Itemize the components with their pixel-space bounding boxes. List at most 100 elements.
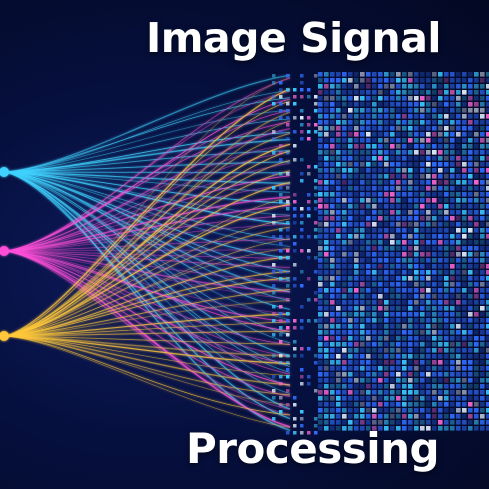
- pixel-cell: [414, 114, 419, 119]
- pixel-dot: [286, 375, 290, 379]
- pixel-cell: [390, 228, 395, 233]
- pixel-cell: [438, 390, 443, 395]
- pixel-cell: [396, 168, 401, 173]
- pixel-cell: [336, 270, 341, 275]
- pixel-cell: [450, 126, 455, 131]
- pixel-cell: [324, 270, 329, 275]
- pixel-cell: [486, 288, 489, 293]
- pixel-cell: [318, 114, 323, 119]
- pixel-cell: [414, 108, 419, 113]
- pixel-cell: [420, 96, 425, 101]
- pixel-cell: [366, 174, 371, 179]
- pixel-cell: [420, 324, 425, 329]
- pixel-cell: [450, 324, 455, 329]
- pixel-cell: [318, 102, 323, 107]
- pixel-cell: [444, 360, 449, 365]
- pixel-cell: [432, 414, 437, 419]
- pixel-dot: [300, 109, 304, 113]
- pixel-cell: [342, 294, 347, 299]
- pixel-cell: [318, 78, 323, 83]
- pixel-cell: [432, 288, 437, 293]
- stream-line: [5, 88, 291, 337]
- pixel-cell: [402, 342, 407, 347]
- pixel-cell: [318, 384, 323, 389]
- pixel-cell: [438, 408, 443, 413]
- pixel-cell: [378, 162, 383, 167]
- pixel-cell: [468, 384, 473, 389]
- pixel-cell: [438, 180, 443, 185]
- pixel-cell: [342, 366, 347, 371]
- pixel-cell: [390, 420, 395, 425]
- pixel-cell: [342, 318, 347, 323]
- pixel-cell: [348, 156, 353, 161]
- pixel-cell: [420, 120, 425, 125]
- pixel-cell: [336, 426, 341, 431]
- pixel-cell: [330, 174, 335, 179]
- pixel-cell: [408, 180, 413, 185]
- pixel-cell: [336, 198, 341, 203]
- pixel-cell: [426, 72, 431, 77]
- pixel-cell: [450, 234, 455, 239]
- pixel-cell: [390, 300, 395, 305]
- pixel-cell: [438, 96, 443, 101]
- pixel-cell: [462, 84, 467, 89]
- pixel-cell: [402, 300, 407, 305]
- pixel-cell: [384, 162, 389, 167]
- pixel-cell: [408, 372, 413, 377]
- pixel-cell: [468, 282, 473, 287]
- pixel-cell: [474, 288, 479, 293]
- pixel-cell: [396, 360, 401, 365]
- pixel-cell: [318, 180, 323, 185]
- pixel-cell: [480, 360, 485, 365]
- pixel-cell: [366, 180, 371, 185]
- pixel-cell: [390, 258, 395, 263]
- pixel-dot: [307, 165, 311, 169]
- pixel-dot: [286, 74, 290, 78]
- pixel-cell: [462, 138, 467, 143]
- pixel-cell: [462, 228, 467, 233]
- pixel-cell: [384, 420, 389, 425]
- pixel-cell: [324, 132, 329, 137]
- pixel-cell: [456, 96, 461, 101]
- pixel-cell: [348, 300, 353, 305]
- stream-line: [5, 121, 291, 252]
- pixel-cell: [390, 378, 395, 383]
- pixel-cell: [486, 354, 489, 359]
- pixel-dot: [286, 326, 290, 330]
- pixel-cell: [468, 114, 473, 119]
- pixel-cell: [408, 198, 413, 203]
- pixel-cell: [420, 102, 425, 107]
- pixel-cell: [456, 198, 461, 203]
- pixel-cell: [396, 222, 401, 227]
- pixel-cell: [330, 318, 335, 323]
- pixel-cell: [402, 192, 407, 197]
- pixel-cell: [444, 228, 449, 233]
- pixel-cell: [324, 264, 329, 269]
- pixel-dot: [307, 207, 311, 211]
- pixel-cell: [396, 180, 401, 185]
- stream-line: [5, 250, 291, 397]
- pixel-cell: [450, 210, 455, 215]
- pixel-cell: [360, 162, 365, 167]
- pixel-cell: [468, 234, 473, 239]
- pixel-cell: [348, 366, 353, 371]
- pixel-cell: [438, 78, 443, 83]
- pixel-cell: [462, 174, 467, 179]
- pixel-cell: [372, 354, 377, 359]
- pixel-cell: [330, 192, 335, 197]
- pixel-cell: [480, 72, 485, 77]
- pixel-cell: [348, 126, 353, 131]
- pixel-cell: [384, 390, 389, 395]
- pixel-cell: [342, 330, 347, 335]
- pixel-cell: [432, 72, 437, 77]
- pixel-cell: [354, 144, 359, 149]
- pixel-cell: [378, 216, 383, 221]
- pixel-cell: [366, 354, 371, 359]
- pixel-cell: [444, 426, 449, 431]
- pixel-cell: [426, 186, 431, 191]
- pixel-cell: [450, 330, 455, 335]
- pixel-cell: [384, 192, 389, 197]
- pixel-dot: [272, 151, 276, 155]
- pixel-dot: [300, 123, 304, 127]
- pixel-cell: [420, 366, 425, 371]
